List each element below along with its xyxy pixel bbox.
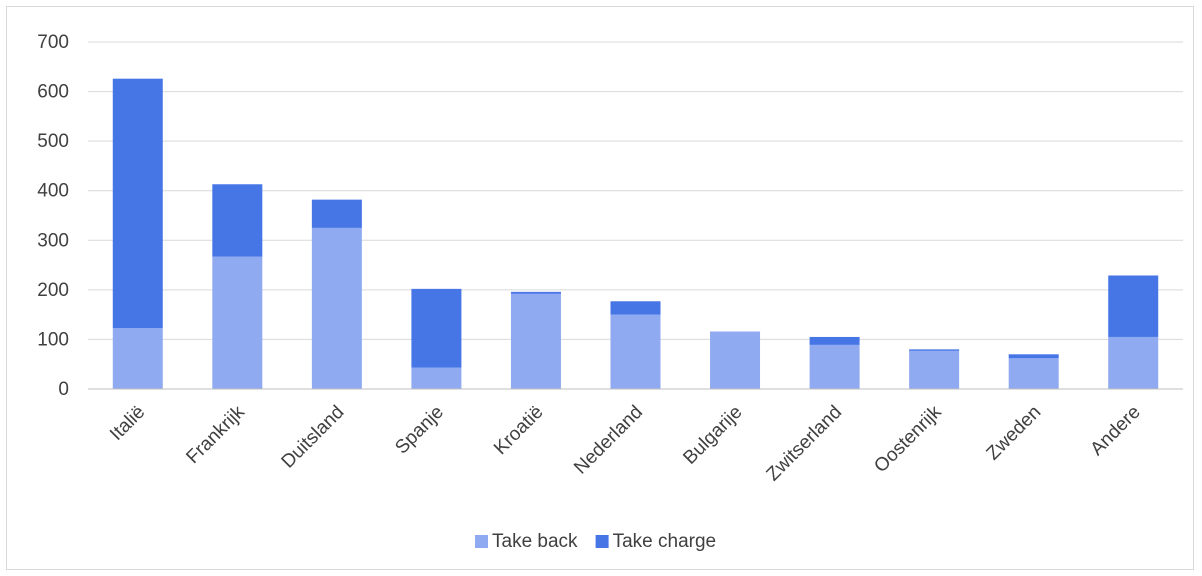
bar-take-charge-3	[411, 288, 462, 368]
bar-take-charge-1	[212, 184, 263, 257]
y-tick-label: 400	[37, 181, 69, 202]
bar-take-back-9	[1008, 358, 1059, 389]
bar-take-charge-0	[112, 78, 163, 329]
axes: 0 100 200 300 400 500 600 700 Italië Frankrijk Dui…	[37, 32, 1183, 485]
x-tick-label: Frankrijk	[182, 401, 249, 468]
y-tick-label: 300	[37, 230, 69, 251]
y-tick-label: 700	[37, 32, 69, 53]
legend-label: Take back	[492, 531, 578, 552]
x-tick-label: Zwitserland	[763, 402, 847, 486]
bar-take-back-1	[212, 256, 263, 389]
y-tick-label: 0	[58, 379, 69, 400]
bar-take-back-5	[610, 314, 661, 389]
bars	[112, 78, 1159, 389]
x-tick-label: Bulgarije	[679, 402, 746, 469]
legend: Take back Take charge	[475, 531, 716, 552]
bar-take-back-3	[411, 367, 462, 389]
bar-take-back-7	[809, 344, 860, 389]
x-tick-label: Kroatië	[490, 402, 547, 459]
x-tick-label: Andere	[1087, 402, 1145, 460]
x-tick-label: Nederland	[570, 402, 647, 479]
x-tick-label: Duitsland	[278, 402, 349, 473]
bar-take-charge-8	[909, 349, 960, 351]
bar-take-charge-5	[610, 301, 661, 315]
y-tick-label: 200	[37, 280, 69, 301]
y-tick-label: 100	[37, 329, 69, 350]
bar-take-charge-2	[311, 199, 362, 228]
legend-label: Take charge	[613, 531, 717, 552]
bar-take-back-10	[1108, 336, 1159, 389]
x-tick-label: Italië	[106, 402, 149, 445]
bar-take-back-2	[311, 227, 362, 389]
bar-take-charge-10	[1108, 275, 1159, 337]
legend-swatch-take-charge	[595, 535, 609, 548]
x-tick-label: Zweden	[983, 402, 1046, 465]
x-tick-label: Oostenrijk	[870, 401, 946, 477]
bar-take-back-8	[909, 350, 960, 389]
legend-swatch-take-back	[475, 535, 488, 548]
bar-take-back-0	[112, 328, 163, 389]
bar-take-charge-9	[1008, 354, 1059, 359]
stacked-bar-chart: 0 100 200 300 400 500 600 700 Italië Frankrijk Dui…	[37, 32, 1183, 552]
x-tick-label: Spanje	[391, 402, 448, 459]
chart-frame: 0 100 200 300 400 500 600 700 Italië Frankrijk Dui…	[6, 6, 1194, 570]
gridlines	[88, 41, 1183, 340]
bar-take-charge-4	[510, 291, 561, 294]
bar-take-back-6	[710, 331, 761, 389]
y-tick-label: 600	[37, 82, 69, 103]
y-tick-label: 500	[37, 131, 69, 152]
bar-take-charge-7	[809, 336, 860, 345]
bar-take-back-4	[510, 293, 561, 389]
